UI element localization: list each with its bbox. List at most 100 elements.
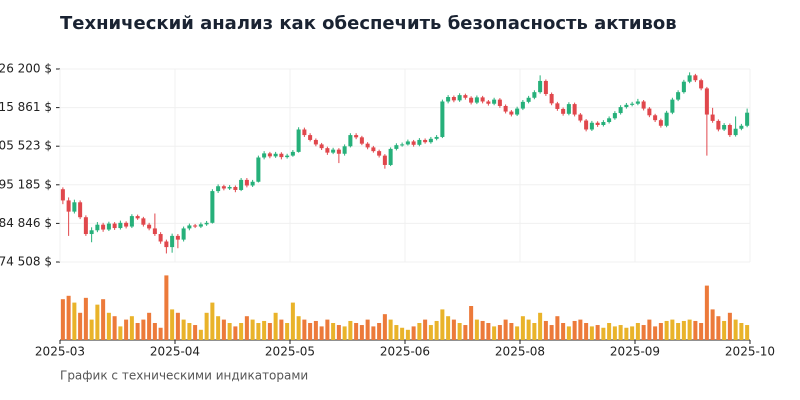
candle-body <box>198 224 203 227</box>
candle-body <box>377 151 382 156</box>
candle-body <box>520 101 525 109</box>
volume-bar <box>561 323 566 340</box>
candle-body <box>187 225 192 229</box>
volume-bar <box>474 319 479 340</box>
volume-bar <box>434 320 439 340</box>
volume-bar <box>204 312 209 340</box>
volume-bar <box>164 275 169 340</box>
candle-body <box>239 179 244 190</box>
volume-bar <box>331 323 336 340</box>
volume-bar <box>704 285 709 340</box>
candle-body <box>710 114 715 121</box>
volume-bar <box>543 320 548 340</box>
volume-bar <box>382 314 387 340</box>
candle-body <box>405 141 410 145</box>
volume-bar <box>388 319 393 340</box>
candle-body <box>204 222 209 225</box>
chart-title: Технический анализ как обеспечить безопа… <box>60 13 677 34</box>
volume-bar <box>273 312 278 340</box>
candle-body <box>135 216 140 219</box>
volume-bar <box>244 316 249 340</box>
volume-bar <box>135 323 140 340</box>
volume-bar <box>463 325 468 340</box>
candle-body <box>589 122 594 130</box>
volume-bar <box>250 319 255 340</box>
candle-body <box>745 112 750 126</box>
volume-bar <box>181 319 186 340</box>
volume-bar <box>687 319 692 340</box>
volume-bar <box>641 325 646 340</box>
volume-bar <box>308 323 313 340</box>
volume-bar <box>520 316 525 340</box>
volume-bar <box>693 320 698 340</box>
candle-body <box>503 105 508 112</box>
candle-body <box>400 144 405 146</box>
volume-bar <box>216 316 221 340</box>
candle-body <box>658 120 663 126</box>
candle-body <box>532 92 537 98</box>
volume-bar <box>365 319 370 340</box>
candle-body <box>733 128 738 136</box>
candle-body <box>440 101 445 137</box>
volume-bar <box>147 312 152 340</box>
volume-bar <box>83 297 88 340</box>
volume-bar <box>348 320 353 340</box>
candle-body <box>417 139 422 145</box>
candle-body <box>152 228 157 235</box>
y-tick-label: 115 861 $ <box>0 100 52 114</box>
volume-bar <box>60 299 65 340</box>
candle-body <box>256 157 261 182</box>
candle-body <box>630 103 635 105</box>
candle-body <box>618 107 623 114</box>
volume-bar <box>681 320 686 340</box>
x-tick-label: 2025-05 <box>265 345 315 359</box>
volume-bar <box>371 326 376 340</box>
volume-bar <box>653 326 658 340</box>
candle-body <box>538 80 543 93</box>
volume-bar <box>66 295 71 340</box>
candle-body <box>285 155 290 158</box>
candle-body <box>411 141 416 145</box>
volume-bar <box>336 325 341 340</box>
volume-bar <box>89 319 94 340</box>
candle-body <box>325 148 330 153</box>
candle-body <box>699 80 704 89</box>
x-tick-label: 2025-09 <box>610 345 660 359</box>
x-tick-label: 2025-03 <box>35 345 85 359</box>
candle-body <box>463 95 468 98</box>
candle-body <box>95 224 100 231</box>
candle-body <box>89 230 94 235</box>
volume-bar <box>262 320 267 340</box>
volume-bar <box>417 323 422 340</box>
volume-bar <box>124 319 129 340</box>
volume-bar <box>733 319 738 340</box>
candle-body <box>486 101 491 104</box>
volume-bar <box>101 299 106 340</box>
candle-body <box>267 153 272 157</box>
candle-body <box>106 223 111 230</box>
x-tick-label: 2025-08 <box>495 345 545 359</box>
candle-body <box>676 92 681 100</box>
candle-body <box>543 80 548 95</box>
candle-body <box>664 112 669 126</box>
volume-bar <box>290 302 295 340</box>
volume-bar <box>486 323 491 340</box>
volume-bar <box>296 316 301 340</box>
candle-body <box>497 99 502 106</box>
candle-body <box>428 138 433 143</box>
x-tick-label: 2025-04 <box>150 345 200 359</box>
x-tick-label: 2025-06 <box>380 345 430 359</box>
candle-body <box>348 135 353 147</box>
candle-body <box>653 115 658 121</box>
candle-body <box>193 225 198 227</box>
candle-body <box>584 120 589 130</box>
volume-bar <box>118 326 123 340</box>
volume-bar <box>446 316 451 340</box>
candle-body <box>457 95 462 101</box>
volume-bar <box>612 326 617 340</box>
candle-body <box>492 99 497 104</box>
candle-body <box>250 181 255 186</box>
volume-bar <box>526 319 531 340</box>
candle-body <box>423 139 428 143</box>
